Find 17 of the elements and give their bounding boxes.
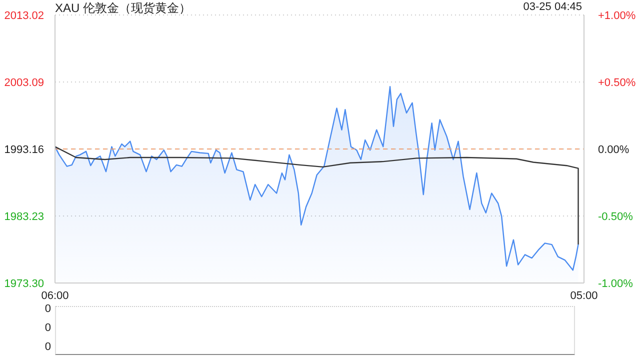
x-tick-label: 05:00 (570, 290, 598, 302)
y-tick-label: 1993.16 (4, 144, 44, 156)
y2-tick-label: 0.00% (598, 144, 630, 156)
y2-tick-label: +0.50% (598, 77, 636, 89)
chart-title: XAU 伦敦金（现货黄金） (55, 0, 192, 17)
text: 0 (44, 322, 51, 334)
y-tick-label: 2003.09 (4, 77, 44, 89)
y2-tick-label: -0.50% (598, 211, 634, 223)
x-tick-label: 06:00 (41, 290, 69, 302)
text: 0 (44, 302, 51, 316)
y-tick-label: 1983.23 (4, 211, 44, 223)
y-tick-label: 1973.30 (4, 278, 44, 290)
text: 0 (44, 340, 51, 354)
y2-tick-label: -1.00% (598, 278, 634, 290)
text: 03-25 04:45 (523, 1, 582, 13)
y-tick-label: 2013.02 (4, 10, 44, 22)
y2-tick-label: +1.00% (598, 10, 636, 22)
